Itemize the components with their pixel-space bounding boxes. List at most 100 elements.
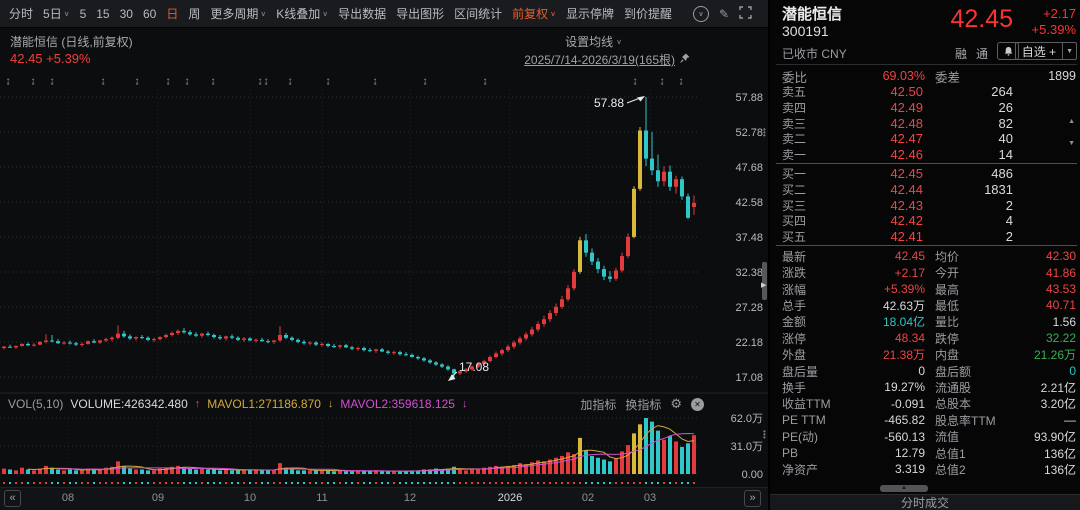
svg-text:57.88: 57.88 — [735, 92, 763, 104]
x-axis-label: 10 — [243, 492, 257, 504]
tab-tick-trades[interactable]: 分时成交 — [770, 494, 1080, 510]
gear-icon[interactable]: ⚙ — [670, 396, 682, 411]
scroll-right-button[interactable]: » — [744, 490, 761, 507]
chevron-down-icon: ∨ — [260, 9, 267, 18]
ask-row[interactable]: 卖一 42.46 14 — [782, 147, 1013, 163]
svg-text:17.08: 17.08 — [735, 372, 763, 384]
svg-text:27.28: 27.28 — [735, 302, 763, 314]
toolbar-item-前复权[interactable]: 前复权 ∨ — [512, 7, 557, 21]
toolbar-item-5[interactable]: 5 — [79, 6, 87, 21]
chart-header: 潜能恒信 (日线,前复权) 42.45 +5.39% 设置均线 ∨ 2025/7/… — [0, 29, 768, 67]
stats-row: 收益TTM -0.091 总股本 3.20亿 — [782, 396, 1076, 412]
panel-splitter[interactable] — [768, 0, 770, 510]
ask-row[interactable]: 卖四 42.49 26 — [782, 100, 1013, 116]
svg-text:↨: ↨ — [264, 76, 269, 87]
panel-scrollbar[interactable]: ▲ — [880, 485, 928, 492]
stats-row: 换手 19.27% 流通股 2.21亿 — [782, 380, 1076, 395]
svg-text:57.88: 57.88 — [594, 96, 624, 110]
fullscreen-icon[interactable] — [739, 5, 752, 22]
stats-row: PE(动) -560.13 流值 93.90亿 — [782, 429, 1076, 445]
toolbar-item-日[interactable]: 日 — [166, 7, 179, 21]
close-icon[interactable]: ✕ — [691, 397, 704, 411]
toolbar-item-到价提醒[interactable]: 到价提醒 — [624, 7, 673, 21]
svg-text:31.0万: 31.0万 — [731, 441, 763, 453]
scroll-left-button[interactable]: « — [4, 490, 21, 507]
x-axis-label: 03 — [643, 492, 657, 504]
history-clock-icon[interactable]: ∨ — [692, 5, 709, 22]
change-value: +2.17 — [1043, 6, 1076, 21]
ask-row[interactable]: 卖二 42.47 40 — [782, 131, 1013, 147]
splitter-grip[interactable]: • • • — [763, 125, 766, 140]
ma-settings-dropdown[interactable]: 设置均线 ∨ — [565, 35, 622, 49]
svg-text:↨: ↨ — [660, 76, 665, 87]
market-status: 已收市 CNY — [782, 47, 847, 61]
x-axis-label: 09 — [151, 492, 165, 504]
mavol1-value: MAVOL1:271186.870 — [207, 397, 321, 411]
svg-text:↨: ↨ — [326, 76, 331, 87]
draw-tool-icon[interactable]: ✎ — [718, 6, 729, 21]
toolbar-item-30[interactable]: 30 — [119, 6, 133, 21]
toolbar-item-更多周期[interactable]: 更多周期 ∨ — [210, 7, 267, 21]
chart-vertical-scrollbar[interactable] — [762, 262, 767, 300]
toolbar-item-K线叠加[interactable]: K线叠加 ∨ — [276, 7, 329, 21]
mavol2-value: MAVOL2:359618.125 — [340, 397, 455, 411]
bid-row[interactable]: 买二 42.44 1831 — [782, 182, 1013, 198]
scroll-up-icon: ▲ — [901, 485, 907, 491]
toolbar-items: 分时 5日 ∨ 5 15 30 60 日周更多周期 ∨ K线叠加 ∨ 导出数据 导出图形 区间统计 前复权 ∨… — [4, 5, 677, 22]
svg-text:42.58: 42.58 — [735, 197, 763, 209]
orderbook-scroll-down-icon[interactable]: ▼ — [1068, 140, 1075, 147]
toolbar-item-15[interactable]: 15 — [96, 6, 110, 21]
date-range-control[interactable]: 2025/7/14-2026/3/19(165根) — [524, 51, 690, 68]
toolbar-item-周[interactable]: 周 — [188, 7, 201, 21]
bid-row[interactable]: 买五 42.41 2 — [782, 229, 1013, 245]
collapse-panel-arrow[interactable]: ▶ — [761, 282, 767, 289]
svg-text:↨: ↨ — [101, 76, 106, 87]
ask-row[interactable]: 卖五 42.50 264 — [782, 84, 1013, 100]
bid-row[interactable]: 买四 42.42 4 — [782, 213, 1013, 229]
pin-icon[interactable] — [679, 52, 690, 67]
svg-text:↨: ↨ — [50, 76, 55, 87]
svg-text:47.68: 47.68 — [735, 162, 763, 174]
bid-row[interactable]: 买三 42.43 2 — [782, 197, 1013, 213]
switch-indicator-button[interactable]: 换指标 — [625, 397, 662, 412]
stats-row: 涨幅 +5.39% 最高 43.53 — [782, 282, 1076, 297]
ask-row[interactable]: 卖三 42.48 82 — [782, 115, 1013, 131]
svg-text:↨: ↨ — [185, 76, 190, 87]
toolbar-item-5日[interactable]: 5日 ∨ — [43, 7, 70, 21]
toolbar-item-60[interactable]: 60 — [142, 6, 157, 21]
chevron-down-icon[interactable]: ▼ — [1062, 43, 1076, 59]
chevron-down-icon: ∨ — [63, 9, 70, 18]
add-watchlist-button[interactable]: 自选 + ▼ — [1014, 42, 1077, 60]
orderbook-scroll-up-icon[interactable]: ▲ — [1068, 118, 1075, 125]
splitter-grip[interactable]: • • • — [763, 427, 766, 442]
svg-text:0.00: 0.00 — [742, 469, 763, 481]
instrument-price: 42.45 +5.39% — [10, 51, 91, 66]
toolbar-item-导出数据[interactable]: 导出数据 — [338, 7, 387, 21]
svg-text:↨: ↨ — [633, 76, 638, 87]
toolbar-item-导出图形[interactable]: 导出图形 — [396, 7, 445, 21]
chart-toolbar: 分时 5日 ∨ 5 15 30 60 日周更多周期 ∨ K线叠加 ∨ 导出数据 导出图形 区间统计 前复权 ∨… — [0, 0, 768, 28]
stock-code: 300191 — [782, 23, 829, 39]
toolbar-item-显示停牌[interactable]: 显示停牌 — [566, 7, 615, 21]
stats-row: 最新 42.45 均价 42.30 — [782, 249, 1076, 264]
stock-name: 潜能恒信 — [782, 6, 843, 23]
margin-badges: 融 通 — [955, 45, 988, 62]
bell-icon — [1004, 46, 1012, 56]
svg-text:↨: ↨ — [258, 76, 263, 87]
toolbar-item-区间统计[interactable]: 区间统计 — [454, 7, 503, 21]
candlestick-chart[interactable]: 57.88 52.78 47.68 42.58 37.48 32.38 27.28 22.18… — [0, 0, 768, 510]
stats-row: 盘后量 0 盘后额 0 — [782, 364, 1076, 379]
x-axis-label: 11 — [316, 492, 328, 504]
toolbar-item-分时[interactable]: 分时 — [9, 7, 34, 21]
chevron-down-icon: ∨ — [550, 9, 557, 18]
add-indicator-button[interactable]: 加指标 — [580, 397, 617, 412]
indicator-name[interactable]: VOL(5,10) — [8, 397, 64, 411]
bid-row[interactable]: 买一 42.45 486 — [782, 166, 1013, 182]
svg-text:↨: ↨ — [483, 76, 488, 87]
toolbar-icons: ∨ ✎ — [692, 5, 762, 22]
x-axis-label: 08 — [61, 492, 75, 504]
stats-row: 金额 18.04亿 量比 1.56 — [782, 314, 1076, 330]
stats-row: 涨停 48.34 跌停 32.22 — [782, 331, 1076, 346]
date-range-label[interactable]: 2025/7/14-2026/3/19(165根) — [524, 53, 675, 67]
alert-bell-button[interactable] — [997, 42, 1019, 60]
